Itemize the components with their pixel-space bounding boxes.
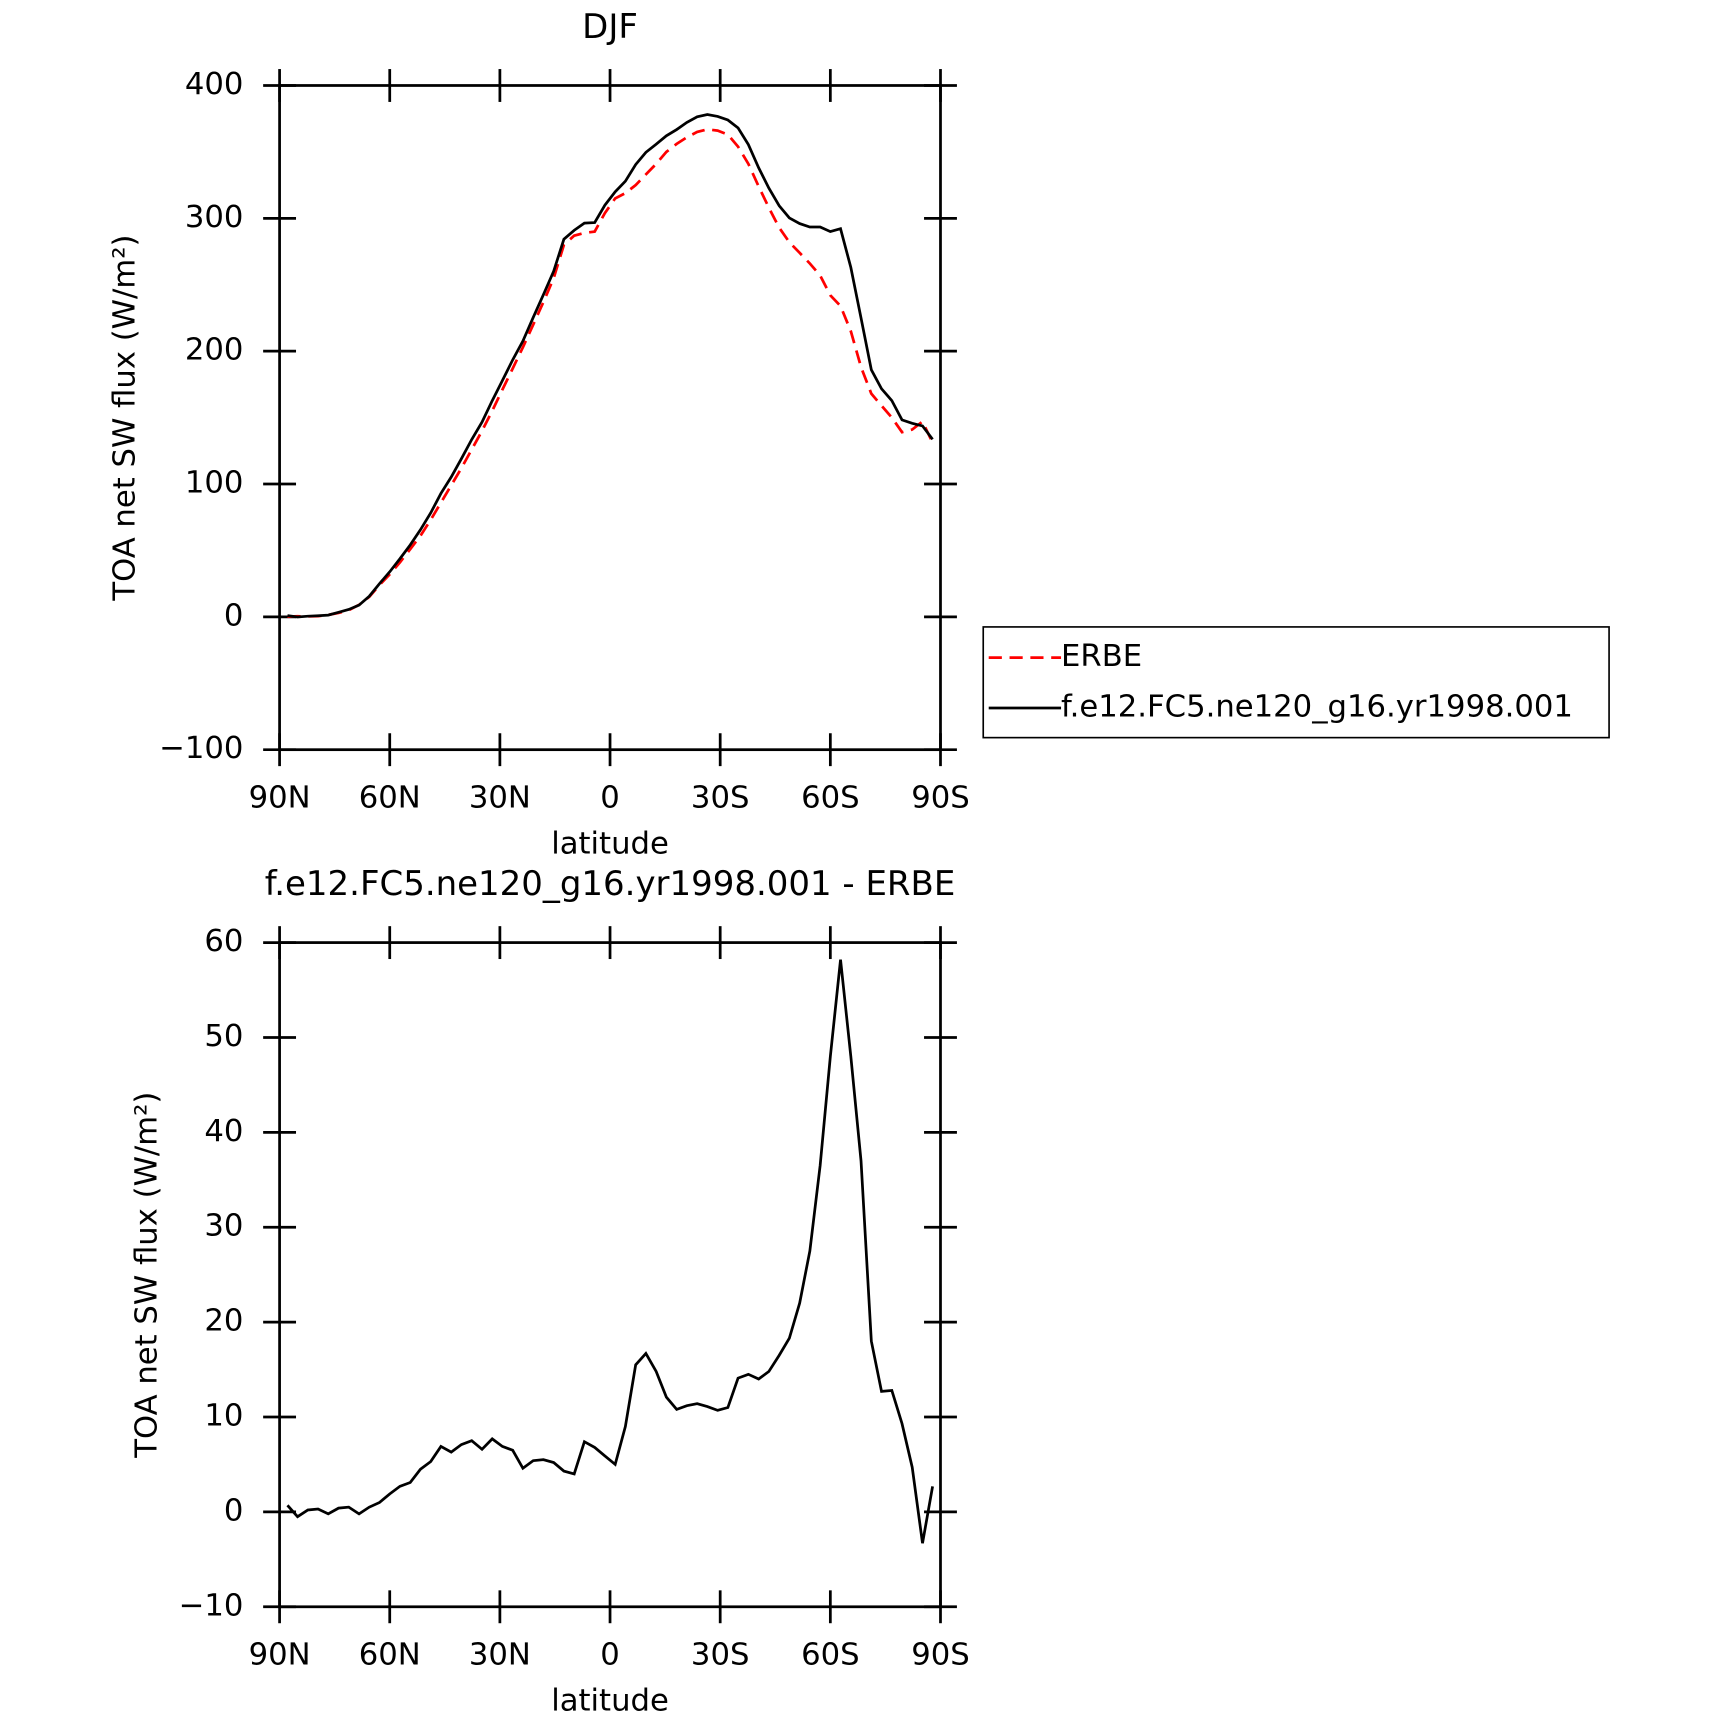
y-tick-label: 60: [204, 924, 243, 959]
plot-frame: [278, 84, 942, 752]
x-tick-label: 0: [600, 781, 620, 816]
y-axis-label: TOA net SW flux (W/m²): [108, 235, 143, 602]
x-tick-label: 30N: [469, 1638, 531, 1673]
chart-title: DJF: [582, 7, 638, 47]
x-tick-label: 60N: [359, 1638, 421, 1673]
x-tick-label: 60S: [801, 781, 860, 816]
plot-frame: [278, 941, 942, 1609]
x-axis-label: latitude: [551, 827, 669, 862]
x-tick-label: 90S: [911, 781, 969, 816]
y-tick-label: 20: [204, 1304, 243, 1339]
x-tick-label: 30S: [691, 781, 750, 816]
y-tick-label: 100: [185, 466, 244, 501]
y-tick-label: −100: [159, 731, 243, 766]
x-tick-label: 0: [600, 1638, 620, 1673]
y-tick-label: 400: [185, 67, 244, 102]
chart-title: f.e12.FC5.ne120_g16.yr1998.001 - ERBE: [265, 864, 956, 904]
x-tick-label: 30N: [469, 781, 531, 816]
y-tick-label: 30: [204, 1209, 243, 1244]
legend-label: f.e12.FC5.ne120_g16.yr1998.001: [1061, 690, 1573, 725]
legend-label: ERBE: [1061, 639, 1142, 674]
x-tick-label: 90N: [249, 781, 311, 816]
data-line: [286, 959, 934, 1544]
data-line: [287, 127, 934, 618]
legend-box: [982, 626, 1610, 739]
y-tick-label: 50: [204, 1019, 243, 1054]
x-tick-label: 90S: [911, 1638, 969, 1673]
y-tick-label: 0: [224, 598, 244, 633]
x-tick-label: 60S: [801, 1638, 860, 1673]
data-line: [287, 113, 934, 619]
x-tick-label: 60N: [359, 781, 421, 816]
y-tick-label: 200: [185, 333, 244, 368]
y-tick-label: 10: [204, 1399, 243, 1434]
y-tick-label: −10: [179, 1588, 244, 1623]
y-tick-label: 0: [224, 1493, 244, 1528]
x-tick-label: 30S: [691, 1638, 750, 1673]
x-tick-label: 90N: [249, 1638, 311, 1673]
y-tick-label: 300: [185, 200, 244, 235]
y-tick-label: 40: [204, 1114, 243, 1149]
x-axis-label: latitude: [551, 1684, 669, 1712]
y-axis-label: TOA net SW flux (W/m²): [130, 1092, 165, 1459]
